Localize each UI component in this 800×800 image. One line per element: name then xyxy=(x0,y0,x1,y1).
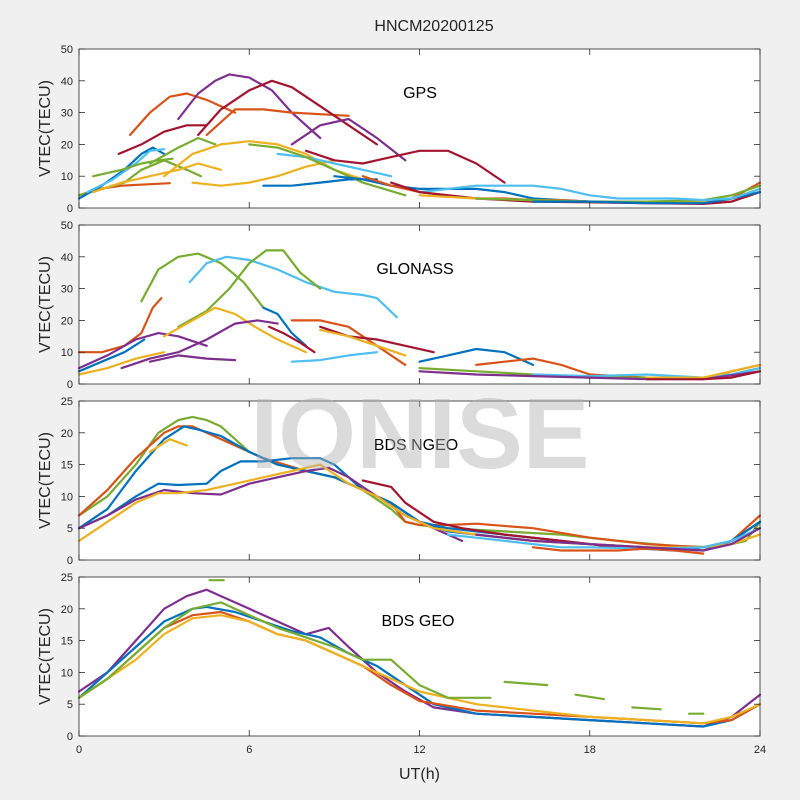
y-tick-label: 20 xyxy=(61,139,73,151)
series-line-4 xyxy=(77,614,762,725)
series-line-3 xyxy=(77,332,208,370)
series-line-15 xyxy=(319,328,407,357)
series-line-7 xyxy=(129,92,237,136)
y-tick-label: 10 xyxy=(61,347,73,359)
y-tick-label: 0 xyxy=(67,731,73,743)
series-line-20 xyxy=(531,367,762,379)
y-tick-label: 0 xyxy=(67,379,73,391)
series-line-8 xyxy=(117,124,208,155)
y-tick-label: 50 xyxy=(61,220,73,232)
series-line-17 xyxy=(276,152,393,178)
x-tick-label: 12 xyxy=(413,744,425,756)
series-line-13 xyxy=(290,319,407,366)
series-line-27 xyxy=(645,187,762,202)
series-line-8 xyxy=(361,479,620,549)
figure-title: HNCM20200125 xyxy=(374,18,493,35)
y-tick-label: 5 xyxy=(67,523,73,535)
y-axis-label: VTEC(TECU) xyxy=(37,432,54,529)
series-line-21 xyxy=(418,184,648,200)
series-line-25 xyxy=(475,184,762,203)
y-axis-label: VTEC(TECU) xyxy=(37,256,54,353)
y-tick-label: 40 xyxy=(61,252,73,264)
series-line-9 xyxy=(177,73,322,140)
series-line-1 xyxy=(77,297,163,354)
series-line-2 xyxy=(77,338,146,373)
series-line-10 xyxy=(531,546,705,555)
plot-area xyxy=(79,577,760,736)
series-line-14 xyxy=(191,159,336,187)
panel-1: 0 10 20 30 40 50 VTEC(TECU) GPS xyxy=(37,44,762,215)
series-line-11 xyxy=(197,79,378,146)
y-tick-label: 20 xyxy=(61,428,73,440)
series-line-10 xyxy=(262,306,308,347)
y-tick-label: 25 xyxy=(61,396,73,408)
series-line-22 xyxy=(645,363,762,379)
series-line-9 xyxy=(446,527,762,550)
y-tick-label: 10 xyxy=(61,667,73,679)
plot-area xyxy=(79,49,760,208)
series-line-4 xyxy=(77,351,166,376)
series-line-4 xyxy=(86,148,166,194)
series-line-7 xyxy=(177,249,322,328)
series-line-10 xyxy=(205,108,350,136)
y-tick-label: 30 xyxy=(61,284,73,296)
panel-2: 0 10 20 30 40 50 VTEC(TECU) GLONASS xyxy=(37,220,762,391)
y-tick-label: 15 xyxy=(61,460,73,472)
series-line-12 xyxy=(148,354,237,363)
y-axis-label: VTEC(TECU) xyxy=(37,80,54,177)
y-tick-label: 20 xyxy=(61,315,73,327)
series-line-12 xyxy=(148,136,217,165)
series-line-6 xyxy=(92,162,222,194)
panel-4: 0 5 10 15 20 25 0 6 12 18 24 VTEC(TECU) UT(h) BDS GEO xyxy=(37,572,766,783)
series-line-6 xyxy=(188,255,398,319)
series-line-5 xyxy=(92,157,174,178)
series-line-11 xyxy=(268,325,316,354)
series-line-23 xyxy=(645,370,762,381)
series-line-16 xyxy=(304,149,506,184)
y-tick-label: 25 xyxy=(61,572,73,584)
y-tick-label: 5 xyxy=(67,699,73,711)
y-tick-label: 30 xyxy=(61,108,73,120)
series-line-5 xyxy=(140,252,265,309)
series-line-7 xyxy=(574,693,606,701)
x-tick-label: 6 xyxy=(246,744,252,756)
x-axis-label: UT(h) xyxy=(399,766,440,783)
y-tick-label: 10 xyxy=(61,171,73,183)
panel-label: GLONASS xyxy=(376,261,453,278)
y-tick-label: 0 xyxy=(67,203,73,215)
plot-area xyxy=(79,225,760,384)
y-tick-label: 50 xyxy=(61,44,73,56)
series-line-5 xyxy=(77,601,492,699)
series-line-16 xyxy=(290,351,378,363)
y-tick-label: 40 xyxy=(61,76,73,88)
series-line-15 xyxy=(290,117,407,162)
panel-label: BDS GEO xyxy=(382,613,455,630)
x-tick-label: 24 xyxy=(754,744,766,756)
panel-label: BDS NGEO xyxy=(374,437,458,454)
x-tick-label: 0 xyxy=(76,744,82,756)
y-axis-label: VTEC(TECU) xyxy=(37,608,54,705)
panel-label: GPS xyxy=(403,85,437,102)
series-line-4 xyxy=(148,438,188,453)
series-line-8 xyxy=(631,706,662,711)
series-line-19 xyxy=(248,143,407,197)
y-tick-label: 20 xyxy=(61,604,73,616)
series-line-17 xyxy=(418,347,535,366)
y-tick-label: 10 xyxy=(61,491,73,503)
y-tick-label: 15 xyxy=(61,636,73,648)
panel-3: 0 5 10 15 20 25 VTEC(TECU) BDS NGEO xyxy=(37,396,762,567)
watermark: IONISE xyxy=(251,378,590,490)
series-line-9 xyxy=(120,319,279,370)
x-tick-label: 18 xyxy=(584,744,596,756)
series-line-8 xyxy=(163,306,308,354)
y-tick-label: 0 xyxy=(67,555,73,567)
series-line-6 xyxy=(503,680,549,687)
series-line-11 xyxy=(475,527,762,552)
